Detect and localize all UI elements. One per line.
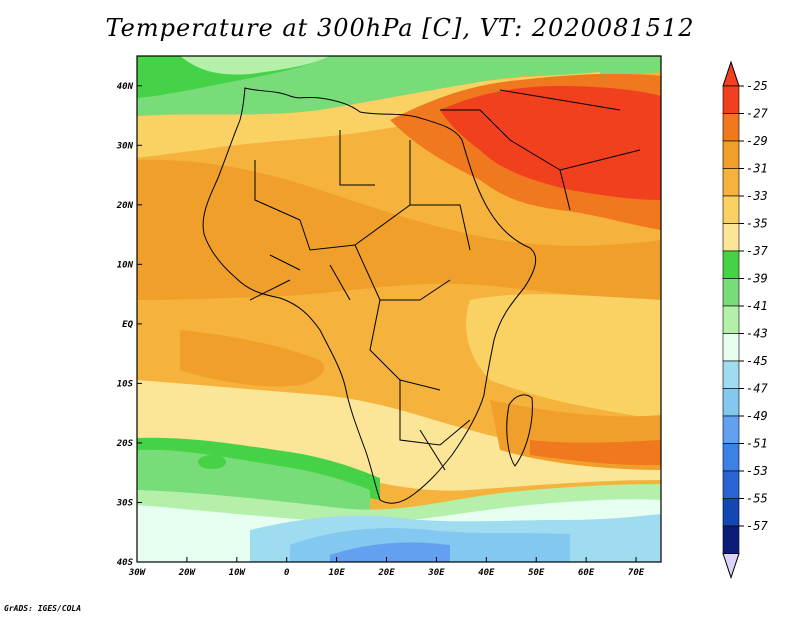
colorbar-swatch <box>722 195 740 224</box>
colorbar-label: -39 <box>746 272 768 286</box>
lat-label: 30N <box>116 141 134 151</box>
colorbar-swatch <box>722 525 740 554</box>
colorbar-label: -49 <box>746 409 768 423</box>
lat-label: 30S <box>116 498 134 508</box>
colorbar-swatch <box>722 443 740 472</box>
field-south-green2 <box>137 449 370 520</box>
lon-label: 20W <box>178 568 197 578</box>
field-north-cold3 <box>180 56 330 75</box>
lon-label: 30W <box>128 568 147 578</box>
lon-label: 60E <box>578 568 595 578</box>
colorbar-swatch <box>722 333 740 362</box>
colorbar-label: -25 <box>746 79 768 93</box>
colorbar-swatch <box>722 250 740 279</box>
lat-label: 40N <box>117 82 134 92</box>
grads-credit: GrADS: IGES/COLA <box>4 604 82 613</box>
colorbar-swatch <box>722 498 740 527</box>
colorbar-label: -27 <box>746 107 768 121</box>
colorbar-label: -53 <box>746 464 768 478</box>
lon-label: 50E <box>528 568 545 578</box>
field-east-yellow <box>466 294 661 420</box>
field-madagascar-warm <box>530 440 661 466</box>
colorbar-label: -35 <box>746 217 768 231</box>
colorbar-label: -29 <box>746 134 768 148</box>
colorbar-label: -55 <box>746 492 768 506</box>
colorbar-label: -31 <box>746 162 768 176</box>
lon-label: 10W <box>229 568 247 578</box>
colorbar-label: -37 <box>746 244 768 258</box>
lon-label: 70E <box>628 568 645 578</box>
field-green-blob <box>198 455 226 469</box>
colorbar-label: -33 <box>746 189 768 203</box>
lon-label: 20E <box>377 568 395 578</box>
colorbar-swatch <box>722 360 740 389</box>
colorbar-swatch <box>722 113 740 142</box>
colorbar-label: -57 <box>746 519 768 533</box>
lat-label: 20N <box>116 201 134 211</box>
field-atlantic-orange <box>180 330 324 387</box>
field-south-cold5 <box>330 542 450 562</box>
coastlines <box>202 87 641 504</box>
lat-label: EQ <box>122 320 133 330</box>
lat-label: 20S <box>116 439 134 449</box>
temperature-field <box>137 56 661 562</box>
lon-label: 40E <box>478 568 495 578</box>
lon-label: 30E <box>427 568 445 578</box>
field-sahel-band <box>137 159 661 300</box>
colorbar-swatch <box>722 85 740 114</box>
colorbar-label: -43 <box>746 327 768 341</box>
colorbar-swatch <box>722 388 740 417</box>
colorbar-swatch <box>722 140 740 169</box>
chart-title: Temperature at 300hPa [C], VT: 202008151… <box>105 14 695 42</box>
colorbar-bottom-arrow <box>722 553 740 580</box>
lon-label: 0 <box>284 568 290 578</box>
map-frame <box>136 55 662 563</box>
colorbar-label: -41 <box>746 299 768 313</box>
lat-label: 10S <box>117 379 134 389</box>
lat-label: 10N <box>117 260 134 270</box>
lat-label: 40S <box>117 558 134 568</box>
colorbar-label: -47 <box>746 382 768 396</box>
colorbar-swatch <box>722 278 740 307</box>
colorbar-label: -45 <box>746 354 768 368</box>
field-mideast-hot <box>440 86 661 200</box>
colorbar-swatch <box>722 305 740 334</box>
colorbar-swatch <box>722 415 740 444</box>
field-south-yellow <box>137 380 661 491</box>
colorbar-swatch <box>722 168 740 197</box>
colorbar-top-arrow <box>722 60 740 87</box>
colorbar-label: -51 <box>746 437 768 451</box>
colorbar-swatch <box>722 223 740 252</box>
lon-label: 10E <box>328 568 345 578</box>
colorbar-swatch <box>722 470 740 499</box>
